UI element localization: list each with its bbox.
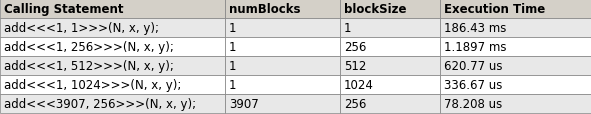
Bar [340,57,440,75]
Text: add<<<1, 256>>>(N, x, y);: add<<<1, 256>>>(N, x, y); [4,41,174,54]
Text: add<<<1, 1024>>>(N, x, y);: add<<<1, 1024>>>(N, x, y); [4,78,181,91]
Bar [440,94,591,113]
Text: 1: 1 [229,60,236,72]
Text: Execution Time: Execution Time [444,3,545,16]
Text: 186.43 ms: 186.43 ms [444,22,506,35]
Text: 1: 1 [229,41,236,54]
Text: add<<<1, 1>>>(N, x, y);: add<<<1, 1>>>(N, x, y); [4,22,159,35]
Text: numBlocks: numBlocks [229,3,300,16]
Text: 256: 256 [344,97,366,110]
Text: blockSize: blockSize [344,3,407,16]
Bar [225,0,340,19]
Text: 512: 512 [344,60,366,72]
Bar [0,19,225,38]
Text: 1: 1 [229,22,236,35]
Bar [225,19,340,38]
Bar [440,75,591,94]
Text: 1024: 1024 [344,78,374,91]
Bar [225,38,340,57]
Text: 336.67 us: 336.67 us [444,78,502,91]
Bar [440,19,591,38]
Bar [0,94,225,113]
Bar [225,75,340,94]
Bar [440,38,591,57]
Bar [340,38,440,57]
Text: add<<<1, 512>>>(N, x, y);: add<<<1, 512>>>(N, x, y); [4,60,174,72]
Text: 620.77 us: 620.77 us [444,60,502,72]
Bar [340,94,440,113]
Text: 1: 1 [229,78,236,91]
Text: 3907: 3907 [229,97,259,110]
Text: 256: 256 [344,41,366,54]
Bar [0,38,225,57]
Text: 1.1897 ms: 1.1897 ms [444,41,506,54]
Text: 78.208 us: 78.208 us [444,97,502,110]
Bar [340,75,440,94]
Bar [225,57,340,75]
Bar [340,0,440,19]
Text: 1: 1 [344,22,352,35]
Bar [0,0,225,19]
Text: Calling Statement: Calling Statement [4,3,124,16]
Bar [225,94,340,113]
Text: add<<<3907, 256>>>(N, x, y);: add<<<3907, 256>>>(N, x, y); [4,97,196,110]
Bar [440,57,591,75]
Bar [440,0,591,19]
Bar [340,19,440,38]
Bar [0,57,225,75]
Bar [0,75,225,94]
